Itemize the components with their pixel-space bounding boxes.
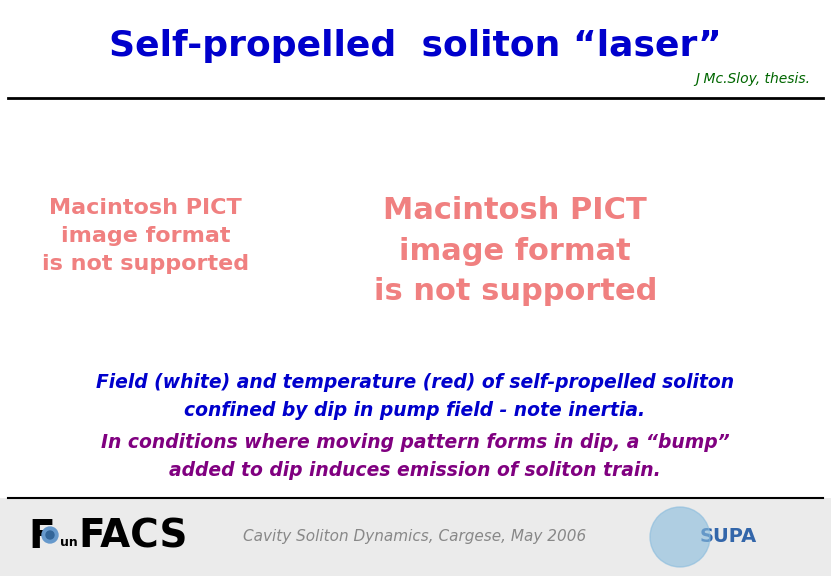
Text: confined by dip in pump field - note inertia.: confined by dip in pump field - note ine… [184,401,646,420]
Circle shape [650,507,710,567]
Text: un: un [60,536,78,548]
Text: Cavity Soliton Dynamics, Cargese, May 2006: Cavity Soliton Dynamics, Cargese, May 20… [243,529,587,544]
Text: added to dip induces emission of soliton train.: added to dip induces emission of soliton… [170,461,661,480]
Bar [0,498,831,576]
Circle shape [42,527,58,543]
Circle shape [46,531,54,539]
Text: Macintosh PICT
image format
is not supported: Macintosh PICT image format is not suppo… [373,196,657,306]
Text: FACS: FACS [78,518,188,556]
Text: SUPA: SUPA [700,528,757,547]
Text: Self-propelled  soliton “laser”: Self-propelled soliton “laser” [109,29,721,63]
Text: Macintosh PICT
image format
is not supported: Macintosh PICT image format is not suppo… [42,198,249,274]
Text: J Mc.Sloy, thesis.: J Mc.Sloy, thesis. [695,72,810,86]
Text: Field (white) and temperature (red) of self-propelled soliton: Field (white) and temperature (red) of s… [96,373,734,392]
Text: In conditions where moving pattern forms in dip, a “bump”: In conditions where moving pattern forms… [101,434,730,453]
Text: F: F [28,518,55,556]
